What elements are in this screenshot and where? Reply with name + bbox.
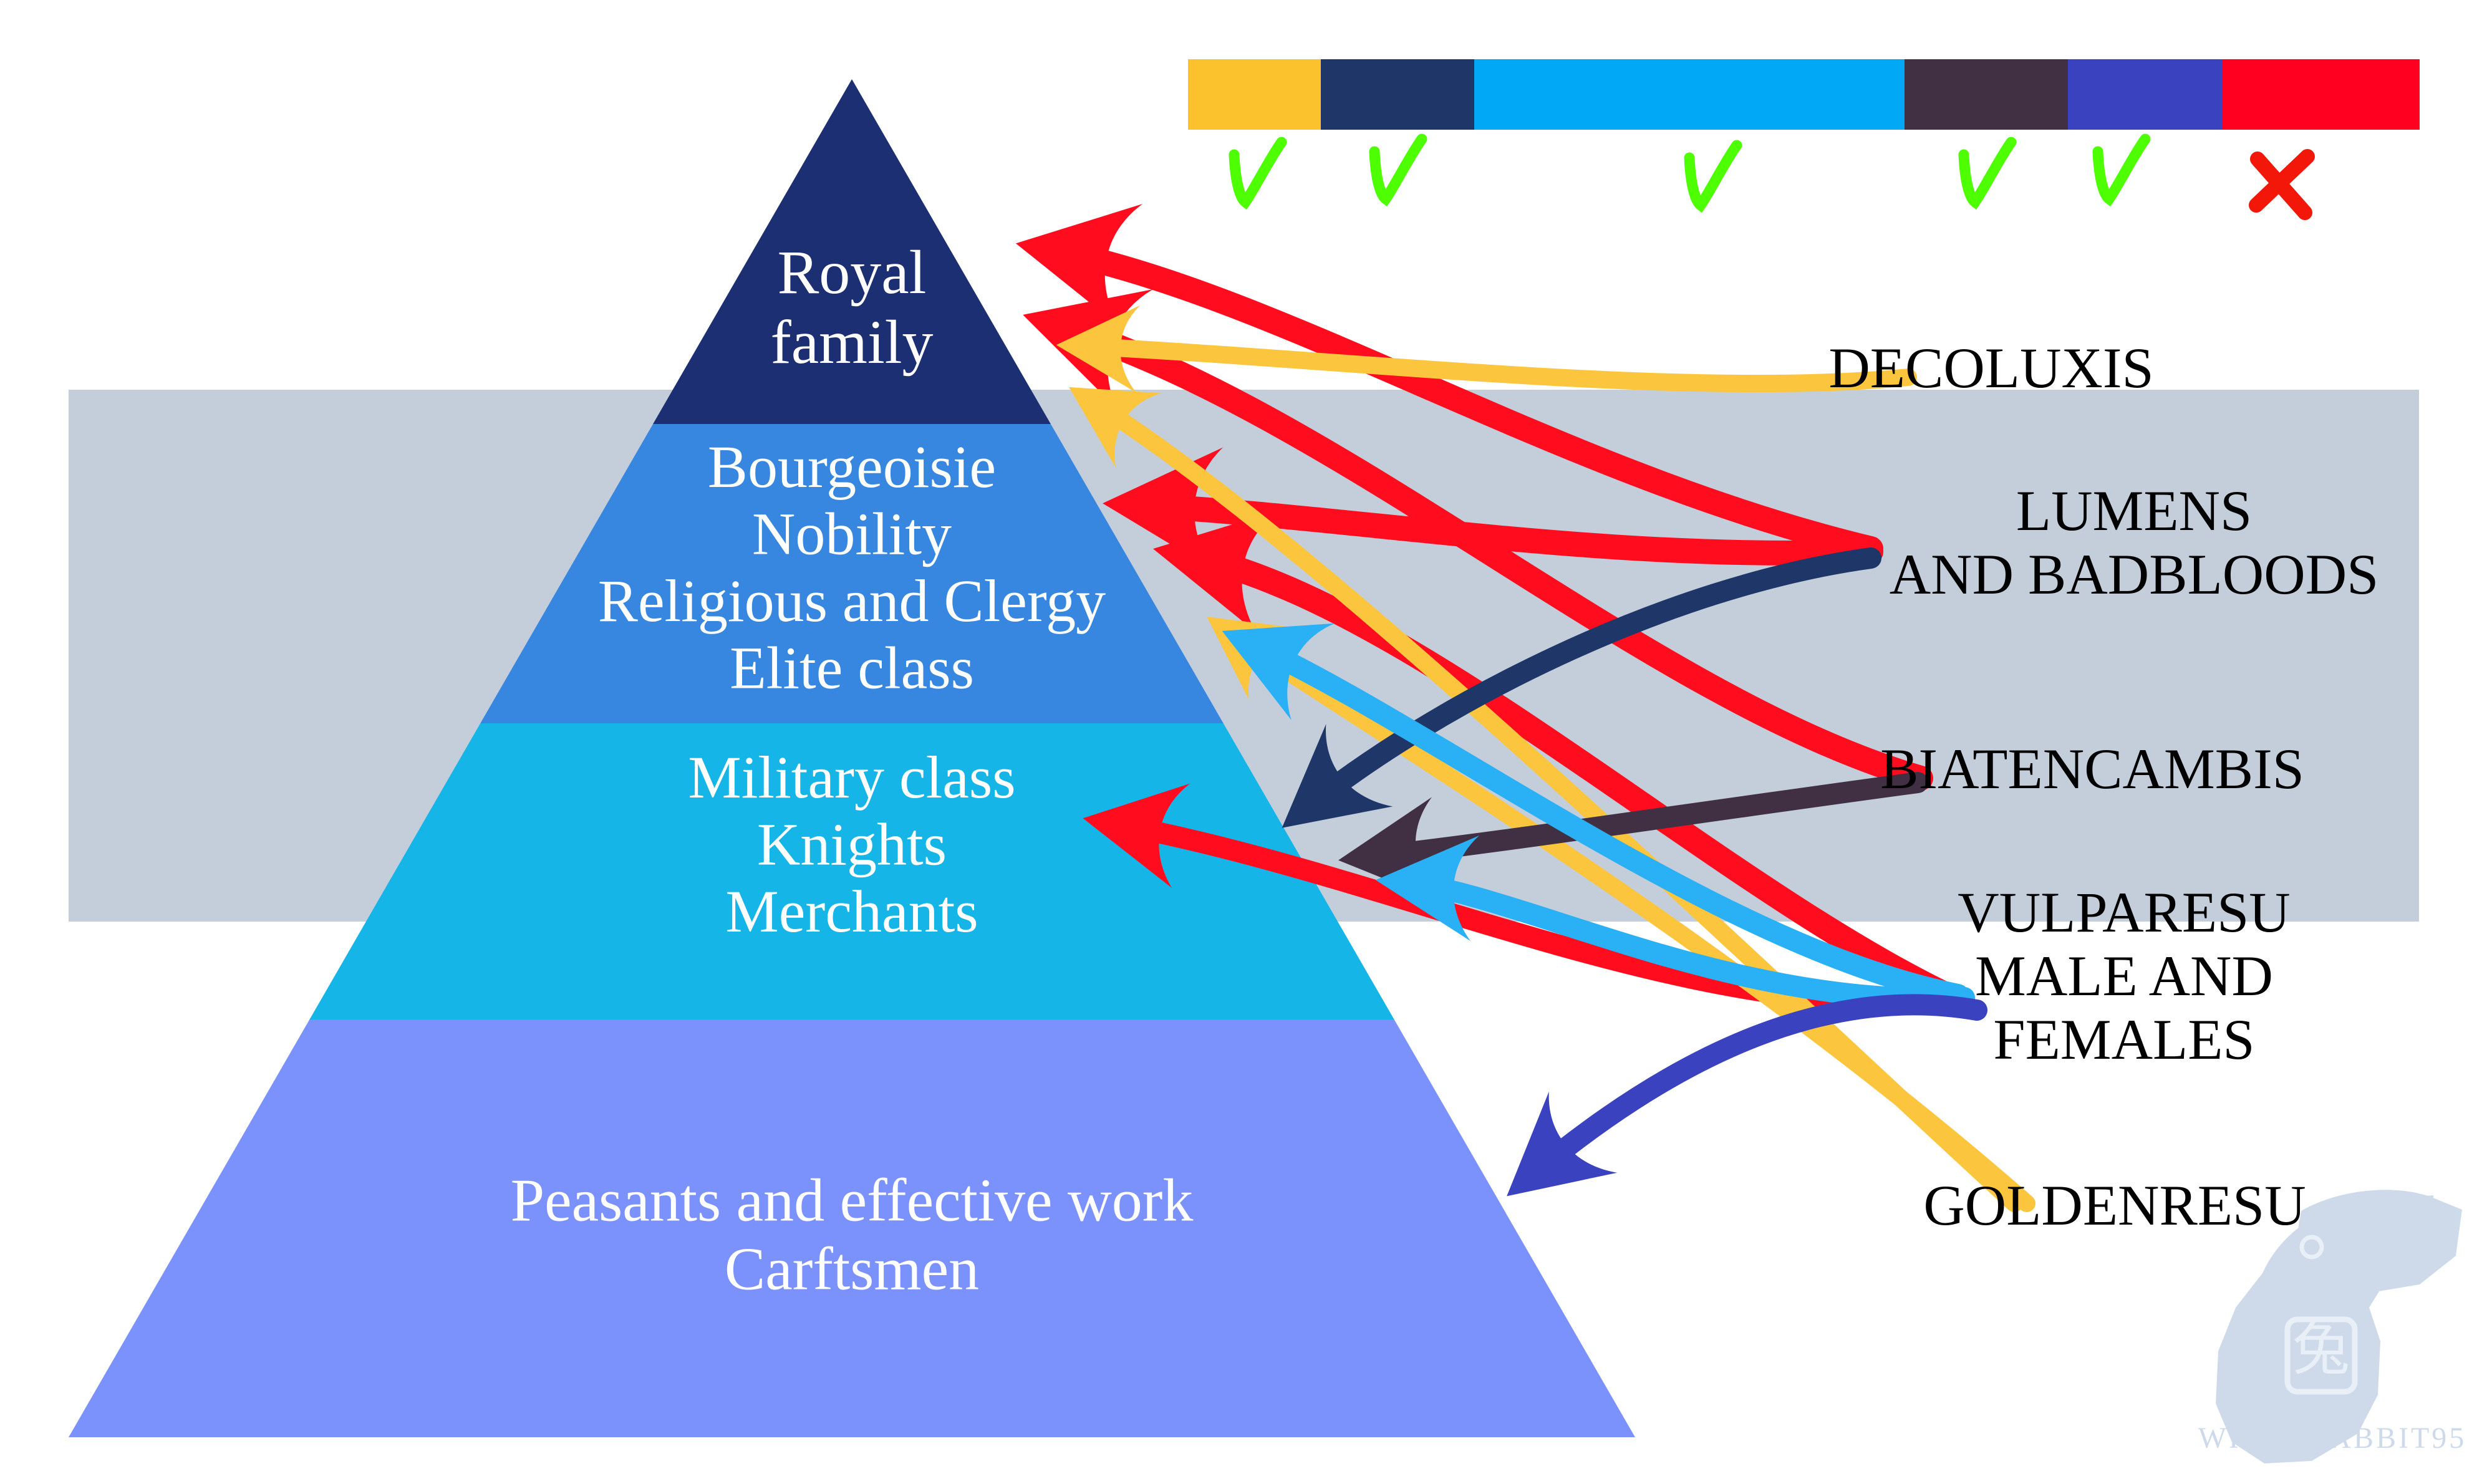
check-icon bbox=[1369, 133, 1427, 207]
check-icon bbox=[1229, 137, 1287, 210]
swatch-gold[interactable] bbox=[1188, 59, 1321, 130]
label-biatencambis-line: BIATENCAMBIS bbox=[1880, 737, 2304, 801]
label-vulparesu-line: VULPARESU bbox=[1958, 880, 2290, 944]
arrow-group bbox=[1015, 204, 2035, 1212]
arrow-vulparesu-blue-military[interactable] bbox=[1375, 836, 1975, 1009]
arrow-lumens-to-royal[interactable] bbox=[1015, 204, 1883, 561]
label-goldenresu-line: GOLDENRESU bbox=[1923, 1173, 2306, 1237]
label-vulparesu-line: MALE AND bbox=[1975, 944, 2273, 1008]
arrow-goldenresu-royalblue[interactable] bbox=[1507, 994, 1987, 1197]
arrow-vulparesu-blue-elite[interactable] bbox=[1222, 623, 1969, 1005]
watermark-mark: 兔 WHITERABBIT95 bbox=[2198, 1190, 2467, 1463]
cross-icon bbox=[2249, 149, 2315, 220]
arrow-vulparesu-red-elite[interactable] bbox=[1152, 509, 1964, 1010]
check-icon bbox=[1958, 137, 2017, 210]
pyramid-tier-elite-line: Elite class bbox=[730, 634, 974, 701]
pyramid-tier-elite-line: Nobility bbox=[752, 500, 952, 567]
watermark-visor-icon bbox=[2292, 1190, 2462, 1294]
swatch-royal[interactable] bbox=[2068, 59, 2223, 130]
arrow-decoluxis-gold-royal[interactable] bbox=[1056, 305, 1917, 393]
pyramid-tier-elite-line: Bourgeoisie bbox=[708, 433, 996, 500]
watermark-rabbit-kanji: 兔 bbox=[2292, 1316, 2350, 1383]
swatch-red[interactable] bbox=[2223, 59, 2420, 130]
label-lumens-line: LUMENS bbox=[2016, 479, 2252, 542]
pyramid-tier-military-line: Merchants bbox=[725, 878, 978, 945]
pyramid-tier-royal-line: family bbox=[770, 307, 933, 377]
pyramid-tier-peasants-line: Peasants and effective work bbox=[511, 1167, 1194, 1235]
check-icon bbox=[1684, 140, 1742, 213]
pyramid-tier-royal-line: Royal bbox=[778, 238, 927, 307]
swatch-skyblue[interactable] bbox=[1474, 59, 1905, 130]
pyramid-tier-military-line: Military class bbox=[688, 744, 1015, 811]
arrow-lumens-navy-military[interactable] bbox=[1282, 547, 1881, 828]
pyramid-tier-military-line: Knights bbox=[757, 811, 947, 877]
label-decoluxis-line: DECOLUXIS bbox=[1828, 336, 2153, 400]
swatch-group bbox=[1188, 59, 2420, 130]
pyramid-tier-elite-line: Religious and Clergy bbox=[598, 567, 1106, 634]
swatch-navy[interactable] bbox=[1321, 59, 1474, 130]
watermark-label: WHITERABBIT95 bbox=[2198, 1422, 2467, 1455]
label-lumens-line: AND BADBLOODS bbox=[1890, 542, 2379, 606]
check-icon bbox=[2092, 133, 2151, 207]
watermark-plaque bbox=[2284, 1316, 2358, 1395]
pyramid-tier-peasants[interactable] bbox=[0, 1019, 2482, 1437]
pyramid-tier-peasants-line: Carftsmen bbox=[725, 1235, 979, 1303]
swatch-plum[interactable] bbox=[1905, 59, 2068, 130]
label-vulparesu-line: FEMALES bbox=[1993, 1008, 2254, 1071]
swatch-mark-group bbox=[1229, 133, 2315, 220]
arrow-biatencambis-red-up[interactable] bbox=[1023, 289, 1933, 791]
watermark-gear-icon bbox=[2299, 1235, 2324, 1260]
